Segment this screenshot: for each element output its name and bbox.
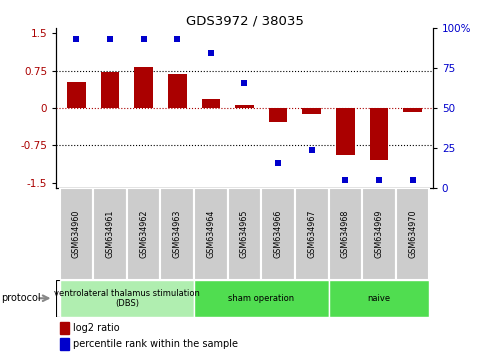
Bar (60, 322, 69, 333)
Point (173, 36, 181, 42)
Bar (294, 188, 328, 280)
Text: GSM634964: GSM634964 (206, 210, 215, 258)
Text: GSM634962: GSM634962 (139, 209, 148, 258)
Text: GSM634963: GSM634963 (172, 210, 182, 258)
Bar (227, 188, 261, 280)
Text: percentile rank within the sample: percentile rank within the sample (73, 339, 238, 349)
Title: GDS3972 / 38035: GDS3972 / 38035 (185, 14, 303, 27)
Text: GSM634961: GSM634961 (105, 210, 114, 258)
Text: sham operation: sham operation (228, 294, 294, 303)
Bar (168, 74, 186, 108)
Text: GSM634966: GSM634966 (273, 210, 282, 258)
Bar (369, 108, 387, 160)
Bar (60, 338, 69, 350)
Text: protocol: protocol (1, 293, 41, 303)
Text: GSM634965: GSM634965 (240, 209, 248, 258)
Bar (362, 188, 395, 280)
Bar (268, 108, 287, 122)
Bar (302, 108, 320, 114)
Bar (126, 188, 160, 280)
Point (206, 50, 214, 56)
Bar (160, 188, 194, 280)
Bar (60, 280, 194, 317)
Bar (67, 82, 85, 108)
Bar (328, 280, 428, 317)
Text: GSM634968: GSM634968 (340, 210, 349, 258)
Bar (395, 188, 428, 280)
Bar (194, 188, 227, 280)
Bar (235, 105, 253, 108)
Point (274, 160, 282, 166)
Bar (60, 188, 93, 280)
Point (307, 147, 315, 153)
Bar (261, 188, 294, 280)
Bar (201, 99, 220, 108)
Text: GSM634969: GSM634969 (374, 209, 383, 258)
Point (408, 177, 416, 183)
Text: log2 ratio: log2 ratio (73, 322, 120, 333)
Text: naive: naive (366, 294, 390, 303)
Point (72, 36, 80, 42)
Point (341, 177, 348, 183)
Point (240, 80, 248, 85)
Text: GSM634967: GSM634967 (306, 209, 316, 258)
Bar (328, 188, 362, 280)
Bar (93, 188, 126, 280)
Text: GSM634960: GSM634960 (72, 210, 81, 258)
Bar (403, 108, 421, 112)
Bar (134, 67, 153, 108)
Point (140, 36, 147, 42)
Point (106, 36, 114, 42)
Point (374, 177, 382, 183)
Bar (335, 108, 354, 155)
Text: ventrolateral thalamus stimulation
(DBS): ventrolateral thalamus stimulation (DBS) (54, 289, 200, 308)
Text: GSM634970: GSM634970 (407, 209, 416, 258)
Bar (101, 72, 119, 108)
Bar (194, 280, 328, 317)
